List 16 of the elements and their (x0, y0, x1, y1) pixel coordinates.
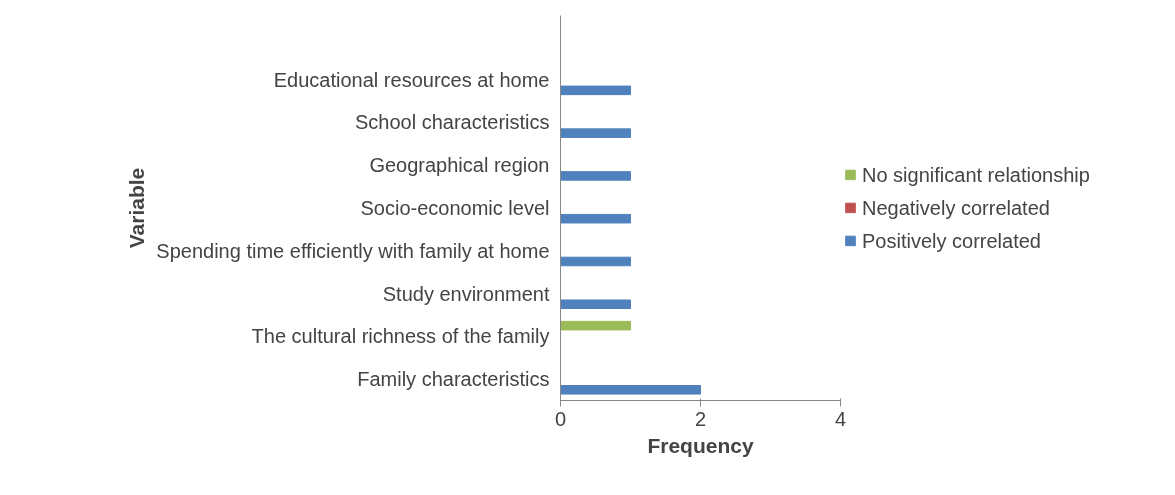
y-tick-label: Study environment (382, 282, 550, 305)
y-tick-label: Geographical region (369, 154, 550, 177)
y-tick-label: School characteristics (354, 111, 550, 134)
x-axis-title: Frequency (647, 433, 754, 457)
y-tick-label: The cultural richness of the family (251, 325, 550, 348)
legend-label: No significant relationship (862, 163, 1090, 186)
legend-label: Negatively correlated (862, 196, 1050, 219)
x-tick-label: 4 (834, 407, 847, 430)
y-tick-label: Educational resources at home (273, 68, 550, 91)
x-tick-label: 0 (554, 407, 567, 430)
x-tick-label: 2 (694, 407, 707, 430)
y-tick-label: Spending time efficiently with family at home (156, 239, 550, 262)
y-tick-label: Family characteristics (357, 368, 550, 391)
y-tick-label: Socio-economic level (360, 197, 550, 219)
y-axis-title: Variable (125, 167, 149, 249)
legend-label: Positively correlated (862, 229, 1041, 252)
